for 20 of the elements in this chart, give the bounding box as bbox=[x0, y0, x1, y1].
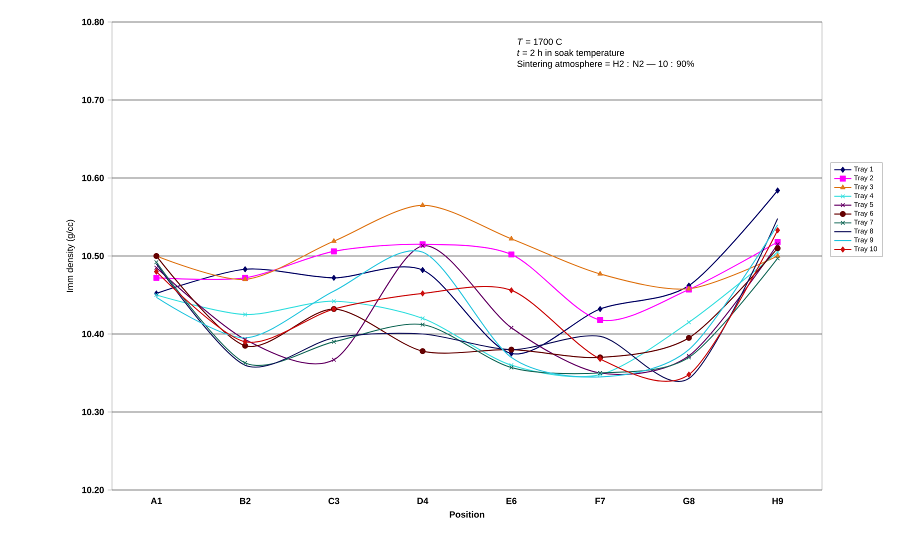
x-tick-label: B2 bbox=[240, 498, 251, 504]
x-tick-label: E6 bbox=[506, 498, 517, 504]
y-tick-label: 10.20 bbox=[82, 486, 104, 494]
annotation: Sintering atmosphere = H2 : N2 — 10 : 90% bbox=[517, 60, 694, 69]
x-tick-label: D4 bbox=[417, 498, 428, 504]
y-axis-title: Imm density (g/cc) bbox=[66, 220, 75, 292]
y-tick-label: 10.60 bbox=[82, 174, 104, 182]
y-tick-label: 10.70 bbox=[82, 96, 104, 104]
x-axis-title: Position bbox=[450, 511, 484, 518]
x-tick-label: H9 bbox=[772, 498, 784, 504]
annotation: t = 2 h in soak temperature bbox=[517, 49, 624, 58]
y-tick-label: 10.30 bbox=[82, 408, 104, 416]
x-tick-label: C3 bbox=[328, 498, 340, 504]
y-tick-label: 10.80 bbox=[82, 18, 104, 26]
x-tick-label: A1 bbox=[150, 498, 162, 504]
x-tick-label: G8 bbox=[683, 498, 695, 504]
y-tick-label: 10.50 bbox=[82, 252, 104, 260]
x-tick-label: F7 bbox=[595, 498, 605, 504]
y-tick-label: 10.40 bbox=[82, 330, 104, 338]
annotation: T = 1700 C bbox=[518, 38, 562, 45]
